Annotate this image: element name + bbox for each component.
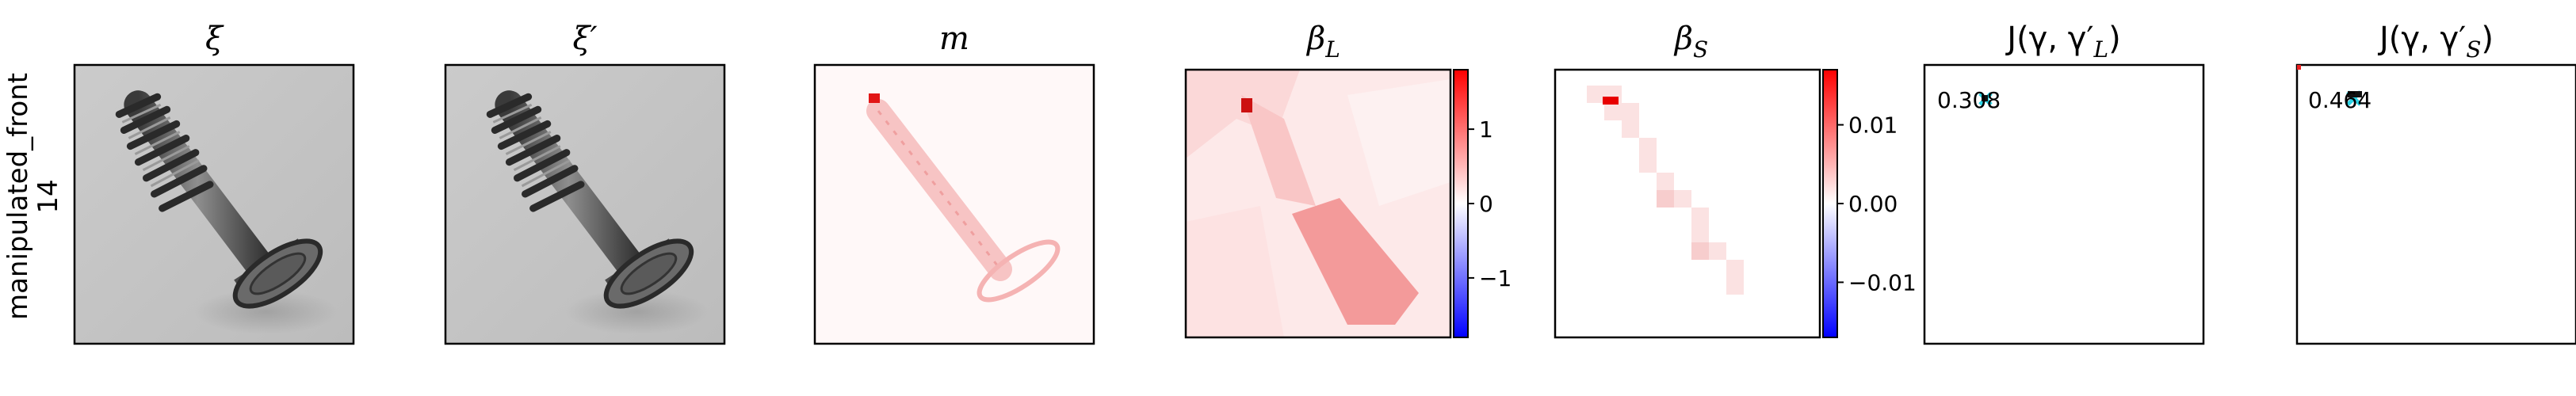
panel-title-xi-prime: ξ′ xyxy=(572,21,597,57)
map-m-hotspot xyxy=(869,93,880,103)
panel-j-l: J(γ, γ′L) 0.308 xyxy=(1923,21,2205,345)
j-s-markers xyxy=(2297,65,2362,106)
map-beta-s-tiles-strong xyxy=(1657,190,1709,260)
beta-s-colorbar-tick-label: 0.00 xyxy=(1848,191,1898,217)
frame-beta-l xyxy=(1184,68,1452,339)
panel-xi-prime: ξ′ xyxy=(444,21,726,345)
panel-title-xi: ξ xyxy=(205,21,224,57)
map-beta-l-region-e xyxy=(1292,198,1419,325)
frame-j-s xyxy=(2295,63,2576,345)
panel-xi: ξ xyxy=(73,21,355,345)
map-beta-s-hotspot xyxy=(1603,97,1619,105)
panel-m: m xyxy=(813,21,1095,345)
panel-title-beta-l: βL xyxy=(1305,21,1340,63)
beta-l-colorbar-tick-label: −1 xyxy=(1479,265,1512,291)
map-beta-s-tiles xyxy=(1587,86,1744,295)
map-beta-l-region-b xyxy=(1347,79,1450,206)
panel-title-j-l: J(γ, γ′L) xyxy=(2005,21,2120,63)
panel-beta-l: βL 1 0 −1 xyxy=(1184,21,1512,339)
map-beta-l-region-d xyxy=(1241,95,1316,206)
beta-l-colorbar-tick-label: 1 xyxy=(1479,116,1493,143)
frame-m xyxy=(813,63,1095,345)
frame-beta-s xyxy=(1554,68,1821,339)
row-label: manipulated_front 14 xyxy=(2,73,64,320)
beta-l-colorbar-gradient xyxy=(1453,69,1469,338)
beta-s-colorbar-tick-label: −0.01 xyxy=(1848,269,1917,295)
map-beta-l-hotspot xyxy=(1241,98,1252,112)
row-label-line2: 14 xyxy=(32,179,64,213)
frame-xi-prime xyxy=(444,63,726,345)
panel-title-beta-s: βS xyxy=(1673,21,1708,63)
panel-j-s: J(γ, γ′S) 0.464 xyxy=(2295,21,2576,345)
j-l-value: 0.308 xyxy=(1937,87,2001,113)
frame-j-l xyxy=(1923,63,2205,345)
map-beta-l-region-c xyxy=(1186,206,1284,337)
map-beta-l-region-a xyxy=(1186,70,1300,158)
beta-l-colorbar: 1 0 −1 xyxy=(1453,69,1512,338)
map-m-head xyxy=(977,239,1061,303)
panel-beta-s: βS 0.01 0.00 −0.01 xyxy=(1554,21,1917,339)
beta-s-colorbar-tick-label: 0.01 xyxy=(1848,112,1898,139)
frame-xi xyxy=(73,63,355,345)
j-l-markers xyxy=(1978,92,1993,106)
j-s-value: 0.464 xyxy=(2308,87,2372,113)
beta-l-colorbar-tick-label: 0 xyxy=(1479,191,1493,217)
map-m-threads xyxy=(877,110,1002,270)
beta-s-colorbar-gradient xyxy=(1822,69,1838,338)
row-label-line1: manipulated_front xyxy=(2,73,34,320)
beta-s-colorbar: 0.01 0.00 −0.01 xyxy=(1822,69,1917,338)
panel-title-m: m xyxy=(939,21,969,57)
panel-title-j-s: J(γ, γ′S) xyxy=(2377,21,2494,63)
